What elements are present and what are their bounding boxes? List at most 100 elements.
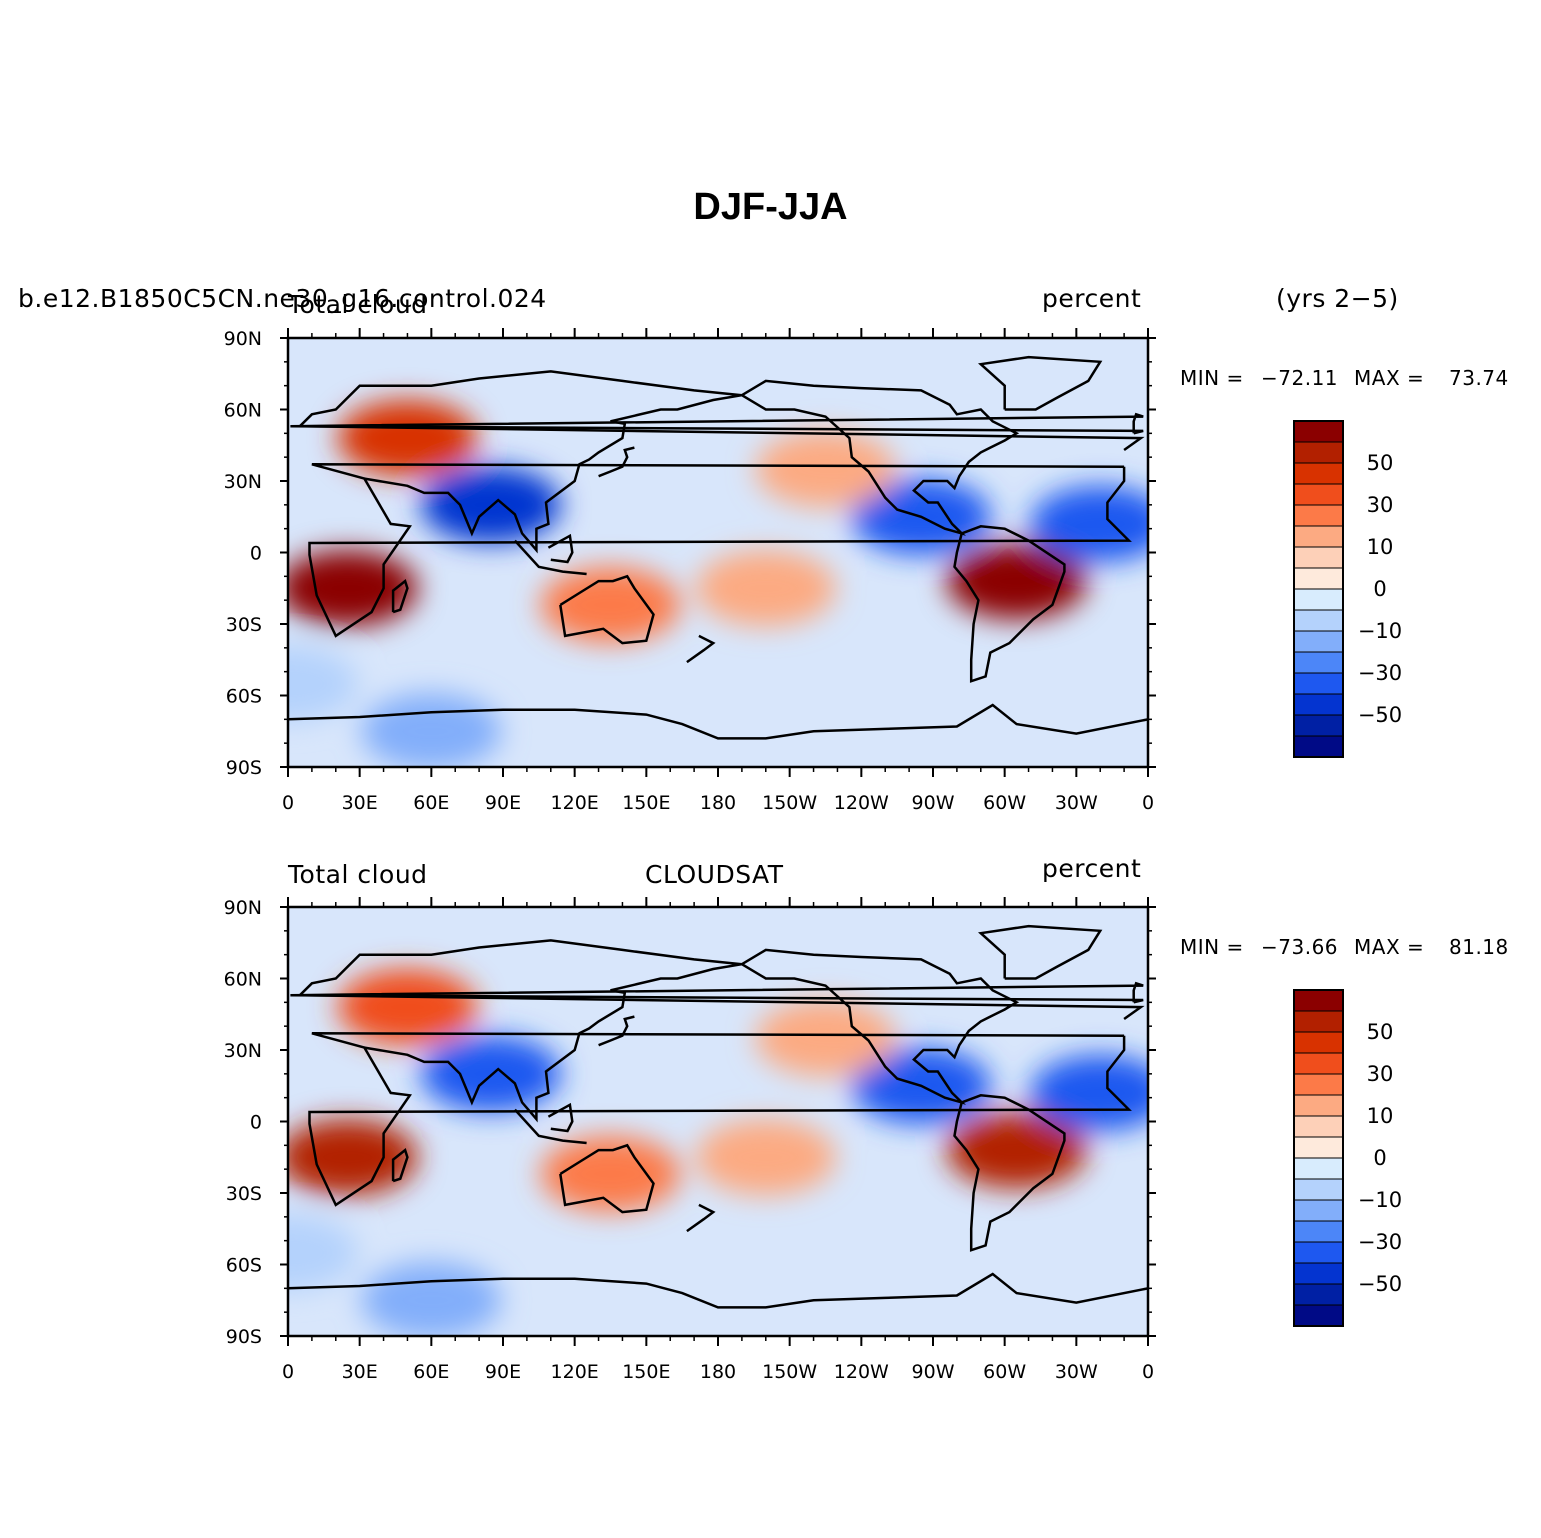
colorbar-swatch [1293,1241,1344,1264]
lat-tick-label: 60S [226,1255,262,1277]
map-region-0 [337,400,478,477]
lon-tick-label: 120E [551,1361,599,1383]
panel1-right-label: percent [1042,284,1142,313]
coastline [598,1015,635,1047]
coastline [547,533,574,564]
colorbar-swatch [1293,1010,1344,1033]
case-name: b.e12.B1850C5CN.ne30_g16.control.024 [18,284,547,313]
coastline [288,703,1148,740]
lon-tick-label: 150W [762,792,817,814]
colorbar-tick-label: 0 [1373,1146,1386,1170]
lon-tick-label: 90W [912,792,955,814]
map-region-1 [288,550,418,627]
colorbar-swatch [1293,1052,1344,1075]
lat-tick-label: 0 [250,1112,262,1134]
colorbar-swatch [1293,1199,1344,1222]
map-region-7 [695,550,836,627]
colorbar-swatch [1293,1094,1344,1117]
colorbar-swatch [1293,1220,1344,1243]
map-region-9 [288,645,358,722]
coastline [290,412,1144,435]
colorbar-swatch [1293,441,1344,464]
panel2-right-label: percent [1042,854,1142,883]
colorbar-swatch [1293,462,1344,485]
colorbar-swatch [1293,609,1344,632]
lon-tick-label: 60W [983,1361,1026,1383]
panel2-max-label: MAX = [1354,935,1425,959]
colorbar-swatch [1293,1178,1344,1201]
colorbar-swatch [1293,420,1344,443]
lon-tick-label: 90E [485,1361,521,1383]
lat-tick-label: 30S [226,614,262,636]
colorbar-tick-label: 0 [1373,577,1386,601]
colorbar-tick-label: 30 [1367,1062,1394,1086]
coastline [513,1108,587,1145]
map-region-4 [1030,1054,1148,1131]
lat-tick-label: 30N [224,471,262,493]
coastline [308,463,1132,638]
lat-tick-label: 90S [226,1326,262,1348]
lon-tick-label: 180 [700,792,736,814]
coastline [953,1094,1066,1252]
lon-tick-label: 120E [551,792,599,814]
lon-tick-label: 90E [485,792,521,814]
lat-tick-label: 60N [224,969,262,991]
lon-tick-label: 150E [622,1361,670,1383]
map-region-4 [1030,485,1148,562]
colorbar-swatch [1293,672,1344,695]
coastline [741,379,1020,536]
map-region-0 [337,969,478,1046]
colorbar-swatch [1293,1262,1344,1285]
coastline [308,1032,1132,1207]
lon-tick-label: 30E [342,1361,378,1383]
years-label: (yrs 2−5) [1276,284,1399,313]
panel1-left-label: Total cloud [288,290,428,319]
panel1-max-label: MAX = [1354,366,1425,390]
colorbar-swatch [1293,1283,1344,1306]
lat-tick-label: 90S [226,757,262,779]
coastline [977,924,1103,980]
lon-tick-label: 30W [1055,1361,1098,1383]
lon-tick-label: 0 [1142,1361,1154,1383]
coastline [686,1203,716,1233]
map-region-8 [540,1135,681,1212]
colorbar-swatch [1293,567,1344,590]
coastline [288,1272,1148,1309]
colorbar-tick-label: 50 [1367,1020,1394,1044]
colorbar-swatch [1293,1157,1344,1180]
map-region-10 [361,693,502,767]
lon-tick-label: 30W [1055,792,1098,814]
lat-tick-label: 30N [224,1040,262,1062]
colorbar-swatch [1293,735,1344,758]
lon-tick-label: 60E [413,792,449,814]
colorbar-swatch [1293,1073,1344,1096]
panel2-center-label: CLOUDSAT [645,860,784,889]
map-region-2 [946,543,1087,620]
lon-tick-label: 0 [1142,792,1154,814]
lon-tick-label: 90W [912,1361,955,1383]
coastline [598,446,635,478]
lon-tick-label: 180 [700,1361,736,1383]
coastline [513,539,587,576]
coastline [977,355,1103,411]
colorbar-swatch [1293,504,1344,527]
colorbar-swatch [1293,1031,1344,1054]
lat-tick-label: 30S [226,1183,262,1205]
lat-tick-label: 90N [224,897,262,919]
coastline [953,525,1066,683]
colorbar-tick-label: −50 [1358,703,1402,727]
map-panel-cloudsat: 90N 60N 30N 0 30S 60S 90S 0 30E 60E 90E 120E 150E 180… [224,897,1156,1383]
lon-tick-label: 0 [282,792,294,814]
colorbar-swatch [1293,525,1344,548]
lon-tick-label: 150W [762,1361,817,1383]
coastline [391,1147,409,1183]
colorbar-swatch [1293,483,1344,506]
colorbar-swatch [1293,1136,1344,1159]
map-region-10 [361,1262,502,1336]
colorbar-swatch [1293,630,1344,653]
lon-tick-label: 150E [622,792,670,814]
colorbar-swatch [1293,546,1344,569]
lon-tick-label: 120W [834,792,889,814]
map-region-8 [540,566,681,643]
